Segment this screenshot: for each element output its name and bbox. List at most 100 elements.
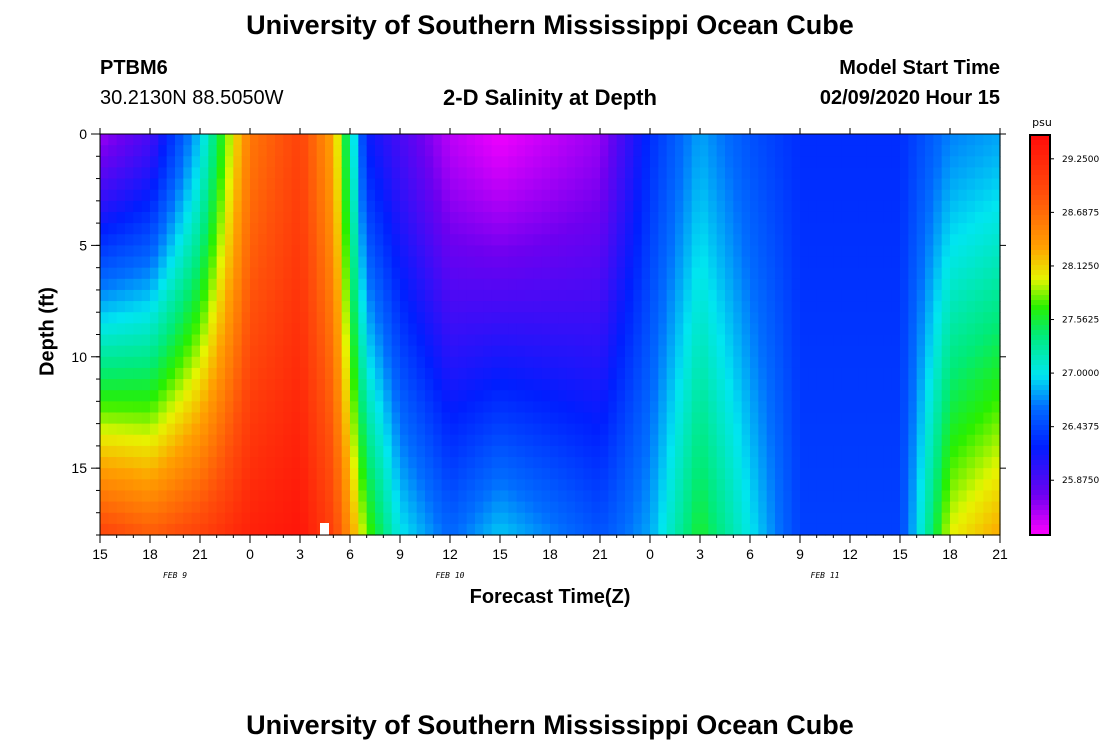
- heatmap-cell: [258, 167, 268, 180]
- heatmap-cell: [366, 434, 376, 447]
- heatmap-cell: [216, 167, 226, 180]
- heatmap-cell: [291, 434, 301, 447]
- x-tick-label: 18: [542, 546, 558, 562]
- heatmap-cell: [175, 167, 184, 180]
- heatmap-cell: [916, 200, 926, 213]
- heatmap-cell: [325, 356, 334, 369]
- heatmap-cell: [258, 278, 268, 291]
- heatmap-cell: [600, 189, 609, 202]
- heatmap-cell: [183, 490, 193, 503]
- heatmap-cell: [316, 434, 326, 447]
- heatmap-cell: [816, 178, 826, 191]
- heatmap-cell: [833, 234, 843, 246]
- heatmap-cell: [641, 256, 651, 269]
- heatmap-cell: [291, 223, 301, 235]
- heatmap-cell: [816, 167, 826, 180]
- heatmap-cell: [775, 501, 784, 514]
- heatmap-cell: [483, 200, 493, 213]
- heatmap-cell: [425, 223, 434, 235]
- heatmap-cell: [833, 523, 843, 536]
- heatmap-cell: [400, 145, 409, 157]
- heatmap-cell: [525, 200, 534, 213]
- heatmap-cell: [116, 523, 126, 536]
- heatmap-cell: [625, 356, 634, 369]
- heatmap-cell: [133, 379, 143, 391]
- heatmap-cell: [800, 223, 809, 235]
- heatmap-cell: [325, 278, 334, 291]
- heatmap-cell: [450, 390, 459, 402]
- heatmap-cell: [508, 356, 518, 369]
- heatmap-cell: [533, 323, 543, 336]
- heatmap-cell: [900, 234, 909, 246]
- heatmap-cell: [408, 189, 418, 202]
- x-tick-label: 6: [746, 546, 754, 562]
- heatmap-cell: [966, 134, 976, 146]
- heatmap-cell: [925, 189, 934, 202]
- heatmap-cell: [250, 278, 259, 291]
- heatmap-cell: [633, 501, 643, 514]
- heatmap-cell: [558, 245, 568, 258]
- heatmap-cell: [858, 189, 868, 202]
- heatmap-cell: [600, 490, 609, 503]
- heatmap-cell: [241, 457, 251, 469]
- heatmap-cell: [825, 401, 834, 414]
- heatmap-cell: [991, 479, 1001, 492]
- heatmap-cell: [566, 479, 576, 492]
- heatmap-cell: [341, 234, 351, 246]
- heatmap-cell: [383, 278, 393, 291]
- heatmap-cell: [941, 523, 951, 536]
- heatmap-cell: [541, 367, 551, 380]
- heatmap-cell: [116, 412, 126, 425]
- heatmap-cell: [933, 434, 943, 447]
- heatmap-cell: [783, 211, 793, 224]
- heatmap-cell: [491, 178, 501, 191]
- heatmap-cell: [483, 434, 493, 447]
- heatmap-cell: [508, 167, 518, 180]
- heatmap-cell: [933, 301, 943, 313]
- heatmap-cell: [175, 423, 184, 436]
- colorbar-swatch: [1030, 160, 1050, 166]
- heatmap-cell: [475, 512, 484, 525]
- heatmap-cell: [933, 367, 943, 380]
- heatmap-cell: [316, 312, 326, 324]
- heatmap-cell: [533, 312, 543, 324]
- heatmap-cell: [450, 189, 459, 202]
- heatmap-cell: [891, 323, 901, 336]
- heatmap-cell: [633, 323, 643, 336]
- heatmap-cell: [241, 512, 251, 525]
- heatmap-cell: [883, 457, 893, 469]
- heatmap-cell: [941, 367, 951, 380]
- heatmap-cell: [333, 200, 343, 213]
- heatmap-cell: [766, 479, 776, 492]
- heatmap-cell: [391, 367, 401, 380]
- heatmap-cell: [216, 468, 226, 480]
- heatmap-cell: [450, 479, 459, 492]
- heatmap-cell: [416, 334, 426, 347]
- heatmap-cell: [975, 401, 984, 414]
- heatmap-cell: [116, 211, 126, 224]
- heatmap-cell: [125, 256, 134, 269]
- heatmap-cell: [875, 156, 884, 169]
- heatmap-cell: [666, 423, 676, 436]
- heatmap-cell: [408, 379, 418, 391]
- heatmap-cell: [450, 401, 459, 414]
- heatmap-cell: [125, 301, 134, 313]
- heatmap-cell: [275, 167, 284, 180]
- colorbar-swatch: [1030, 450, 1050, 456]
- heatmap-cell: [866, 245, 876, 258]
- heatmap-cell: [100, 490, 109, 503]
- heatmap-cell: [391, 334, 401, 347]
- heatmap-cell: [441, 512, 451, 525]
- heatmap-cell: [191, 512, 201, 525]
- heatmap-cell: [400, 490, 409, 503]
- heatmap-cell: [641, 412, 651, 425]
- heatmap-cell: [608, 367, 618, 380]
- x-tick-label: 21: [992, 546, 1008, 562]
- heatmap-cell: [291, 245, 301, 258]
- heatmap-cell: [975, 501, 984, 514]
- heatmap-cell: [233, 301, 243, 313]
- heatmap-cell: [391, 211, 401, 224]
- heatmap-cell: [758, 345, 768, 358]
- heatmap-cell: [658, 412, 668, 425]
- heatmap-cell: [308, 312, 318, 324]
